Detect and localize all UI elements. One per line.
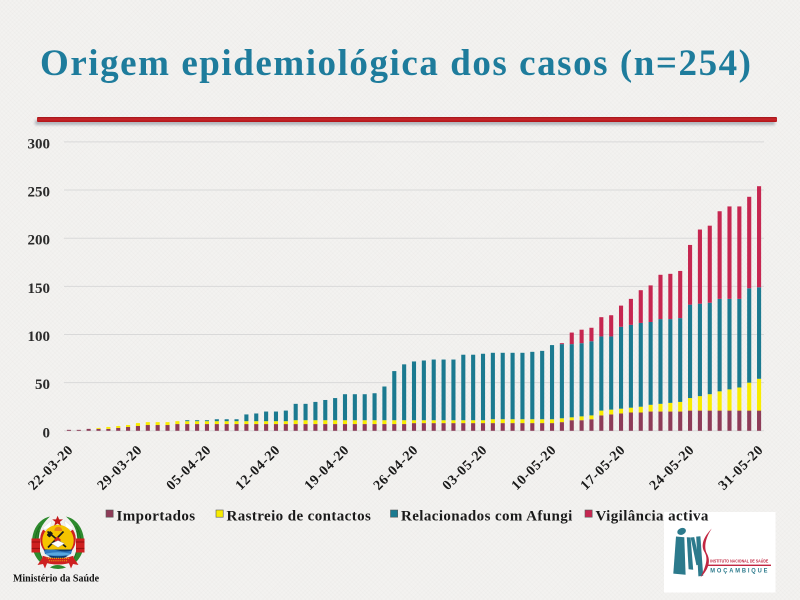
svg-text:INSTITUTO NACIONAL DE SAÚDE: INSTITUTO NACIONAL DE SAÚDE [710, 557, 768, 563]
svg-text:26-04-20: 26-04-20 [371, 443, 422, 494]
svg-text:03-05-20: 03-05-20 [440, 443, 491, 494]
svg-text:05-04-20: 05-04-20 [164, 443, 215, 494]
svg-text:19-04-20: 19-04-20 [302, 443, 353, 494]
svg-text:31-05-20: 31-05-20 [716, 443, 767, 494]
svg-text:200: 200 [28, 233, 51, 249]
svg-text:0: 0 [43, 425, 51, 441]
svg-text:29-03-20: 29-03-20 [95, 443, 146, 494]
svg-text:24-05-20: 24-05-20 [647, 443, 698, 494]
svg-text:250: 250 [28, 185, 51, 201]
svg-text:MOÇAMBIQUE: MOÇAMBIQUE [710, 567, 769, 574]
svg-text:150: 150 [28, 281, 51, 297]
svg-text:50: 50 [35, 377, 50, 393]
svg-text:22-03-20: 22-03-20 [26, 443, 77, 494]
svg-text:12-04-20: 12-04-20 [233, 443, 284, 494]
svg-text:Importados: Importados [117, 509, 196, 525]
svg-text:Ministério da Saúde: Ministério da Saúde [13, 574, 100, 585]
svg-text:100: 100 [28, 329, 51, 345]
svg-text:300: 300 [28, 136, 51, 152]
svg-text:17-05-20: 17-05-20 [578, 443, 629, 494]
svg-text:10-05-20: 10-05-20 [509, 443, 560, 494]
svg-text:Vigilância activa: Vigilância activa [596, 509, 709, 525]
svg-text:Rastreio de contactos: Rastreio de contactos [227, 509, 372, 525]
svg-text:Relacionados com Afungi: Relacionados com Afungi [401, 509, 573, 525]
